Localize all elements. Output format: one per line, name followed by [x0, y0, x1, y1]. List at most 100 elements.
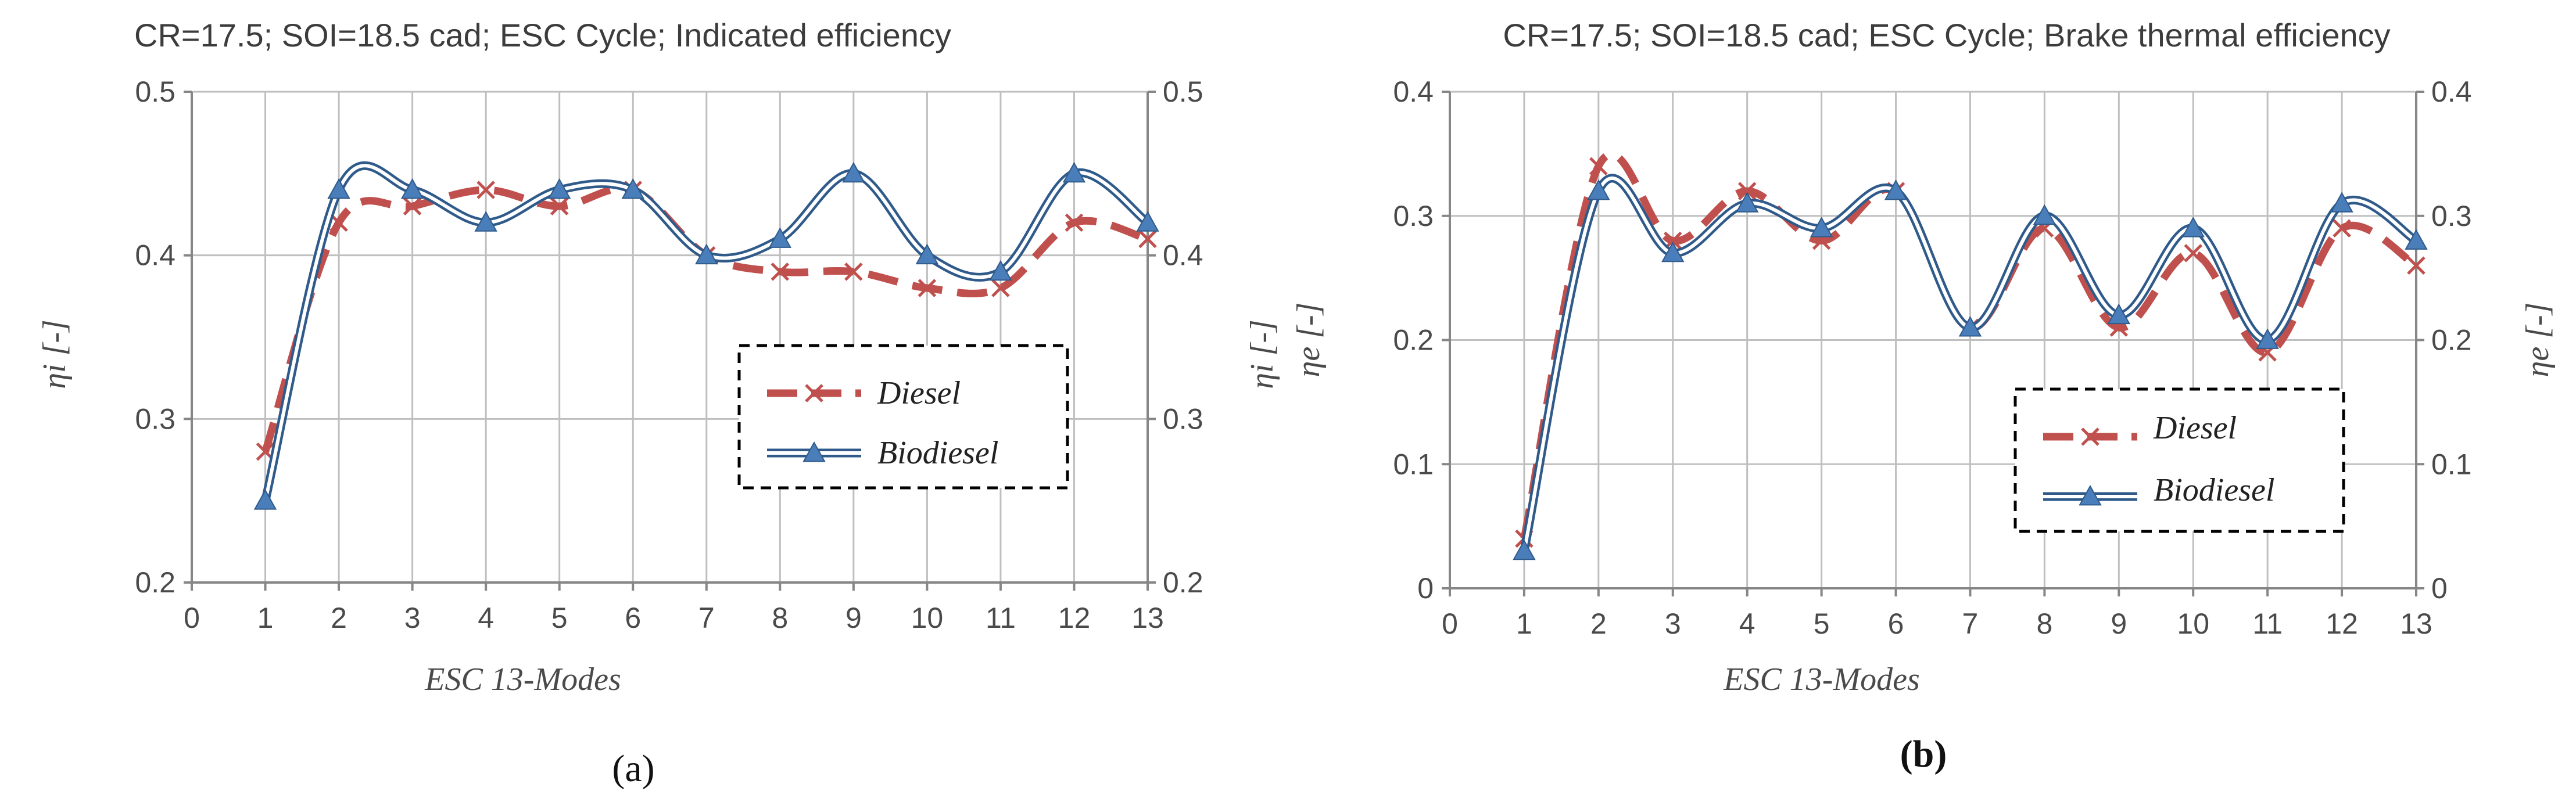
- chart-b-x-tick-label: 3: [1665, 607, 1681, 640]
- chart-a-x-tick-label: 1: [257, 602, 274, 634]
- chart-b-diesel-point: [2333, 219, 2351, 238]
- chart-a-diesel-point: [991, 279, 1010, 297]
- chart-b-axes: [1442, 91, 2424, 596]
- chart-b-x-tick-label: 0: [1442, 607, 1458, 640]
- chart-b-biodiesel-point: [1884, 179, 1908, 200]
- chart-a-legend-box: [737, 344, 1069, 490]
- chart-b-y-tick-label: 0.2: [1393, 324, 1434, 357]
- chart-b-legend-diesel-label: Diesel: [2153, 410, 2237, 446]
- chart-a-y-tick-label: 0.2: [135, 566, 175, 599]
- chart-b-x-tick-label: 7: [1962, 607, 1979, 640]
- chart-b-legend: Diesel Biodiesel: [2013, 387, 2345, 533]
- chart-b-legend-biodiesel-icon: [2043, 484, 2137, 506]
- chart-a-biodiesel-point: [327, 178, 350, 199]
- chart-a-diesel-point: [918, 279, 937, 297]
- chart-b-x-axis-title: ESC 13-Modes: [1723, 661, 1920, 697]
- chart-a-x-tick-label: 8: [772, 602, 788, 634]
- chart-b-biodiesel-point: [2107, 303, 2131, 325]
- chart-a-biodiesel-point: [915, 243, 939, 265]
- chart-b-y-tick-label: 0.3: [1393, 200, 1434, 232]
- chart-a-biodiesel-point: [474, 211, 497, 232]
- chart-a-diesel-point: [329, 213, 348, 232]
- chart-b-y-tick-label-right: 0.2: [2431, 324, 2472, 357]
- chart-a: CR=17.5; SOI=18.5 cad; ESC Cycle; Indica…: [37, 17, 1280, 790]
- chart-b-diesel-point: [1589, 157, 1608, 176]
- chart-a-x-tick-label: 2: [331, 602, 347, 634]
- chart-b-x-tick-label: 2: [1590, 607, 1607, 640]
- chart-b-biodiesel-point: [1661, 241, 1685, 263]
- chart-a-diesel-point: [550, 197, 569, 215]
- chart-b-legend-diesel-marker: [2081, 427, 2100, 446]
- chart-b-x-tick-label: 5: [1814, 607, 1830, 640]
- chart-a-biodiesel-point: [253, 489, 277, 510]
- chart-a-grid: [192, 91, 1149, 584]
- chart-b-biodiesel-point: [1513, 539, 1536, 560]
- chart-a-legend-diesel-icon: [767, 384, 861, 402]
- chart-b-y-tick-label-right: 0.3: [2431, 200, 2472, 232]
- chart-a-diesel-point: [1065, 213, 1084, 232]
- chart-b-biodiesel-point: [1810, 217, 1833, 238]
- chart-a-legend: Diesel Biodiesel: [737, 344, 1069, 490]
- chart-a-x-tick-label: 7: [698, 602, 715, 634]
- chart-b-legend-biodiesel-marker: [2079, 484, 2102, 506]
- chart-a-x-tick-label: 0: [184, 602, 200, 634]
- chart-a-legend-diesel-label: Diesel: [877, 375, 961, 411]
- chart-b-y-tick-label-right: 0.4: [2431, 75, 2472, 108]
- chart-a-x-tick-label: 12: [1058, 602, 1091, 634]
- chart-a-y-tick-label-right: 0.2: [1163, 566, 1203, 599]
- chart-b-y-tick-label: 0: [1417, 572, 1434, 605]
- chart-b-y-axis-title-right: ηe [-]: [2520, 303, 2556, 377]
- chart-b-y-tick-label-right: 0: [2431, 572, 2448, 605]
- chart-a-biodiesel-point: [621, 178, 644, 199]
- chart-a-axes: [184, 91, 1156, 591]
- chart-b-biodiesel-point: [1958, 316, 1982, 337]
- chart-a-x-tick-label: 5: [551, 602, 568, 634]
- chart-b-biodiesel-point: [1587, 179, 1610, 200]
- chart-b-x-tick-label: 1: [1516, 607, 1532, 640]
- chart-a-diesel-point: [1138, 229, 1157, 249]
- chart-b-x-tick-label: 4: [1739, 607, 1755, 640]
- chart-b-legend-biodiesel-label: Biodiesel: [2154, 472, 2274, 508]
- chart-a-x-tick-label: 9: [845, 602, 862, 634]
- chart-b-y-axis-title: ηe [-]: [1291, 303, 1327, 377]
- chart-a-y-axis-title: ηi [-]: [37, 319, 73, 389]
- chart-b-biodiesel-point: [2033, 204, 2056, 225]
- chart-b-biodiesel-point: [2256, 328, 2279, 349]
- chart-b-biodiesel-point: [2405, 229, 2428, 250]
- chart-a-x-tick-label: 3: [404, 602, 421, 634]
- chart-a-diesel-point: [403, 197, 422, 215]
- chart-a-legend-diesel-marker: [805, 384, 823, 402]
- chart-a-x-axis-title: ESC 13-Modes: [424, 661, 621, 697]
- chart-b-x-tick-label: 13: [2400, 607, 2432, 640]
- chart-a-series: [253, 161, 1159, 510]
- chart-b: CR=17.5; SOI=18.5 cad; ESC Cycle; Brake …: [1291, 17, 2556, 775]
- chart-a-y-tick-label: 0.5: [135, 75, 175, 108]
- chart-b-legend-box: [2013, 387, 2345, 533]
- chart-b-x-tick-label: 6: [1888, 607, 1904, 640]
- chart-a-y-tick-label: 0.3: [135, 402, 175, 435]
- chart-a-y-tick-label-right: 0.5: [1163, 75, 1203, 108]
- chart-a-title: CR=17.5; SOI=18.5 cad; ESC Cycle; Indica…: [134, 17, 951, 53]
- chart-b-diesel-point: [1737, 182, 1757, 200]
- chart-b-x-tick-label: 9: [2111, 607, 2127, 640]
- chart-a-biodiesel-point: [1062, 161, 1086, 183]
- chart-a-biodiesel-point: [547, 178, 571, 199]
- chart-a-biodiesel-point: [768, 227, 792, 248]
- chart-a-x-tick-label: 10: [911, 602, 944, 634]
- chart-b-biodiesel-point: [2330, 192, 2353, 213]
- chart-a-legend-biodiesel-icon: [767, 441, 861, 462]
- chart-b-x-tick-label: 12: [2326, 607, 2358, 640]
- chart-b-diesel-point: [2407, 256, 2425, 275]
- chart-a-y-tick-label: 0.4: [135, 239, 175, 272]
- chart-a-x-tick-label: 4: [478, 602, 494, 634]
- chart-b-x-tick-label: 8: [2036, 607, 2052, 640]
- panel-label-b: (b): [1900, 733, 1947, 775]
- chart-a-x-tick-label: 13: [1131, 602, 1164, 634]
- chart-a-biodiesel-point: [695, 243, 718, 265]
- chart-b-y-tick-label: 0.4: [1393, 75, 1434, 108]
- chart-a-biodiesel-point: [400, 178, 424, 199]
- chart-b-biodiesel-point: [2181, 217, 2205, 238]
- chart-b-x-tick-label: 10: [2177, 607, 2209, 640]
- chart-b-legend-diesel-icon: [2043, 427, 2137, 446]
